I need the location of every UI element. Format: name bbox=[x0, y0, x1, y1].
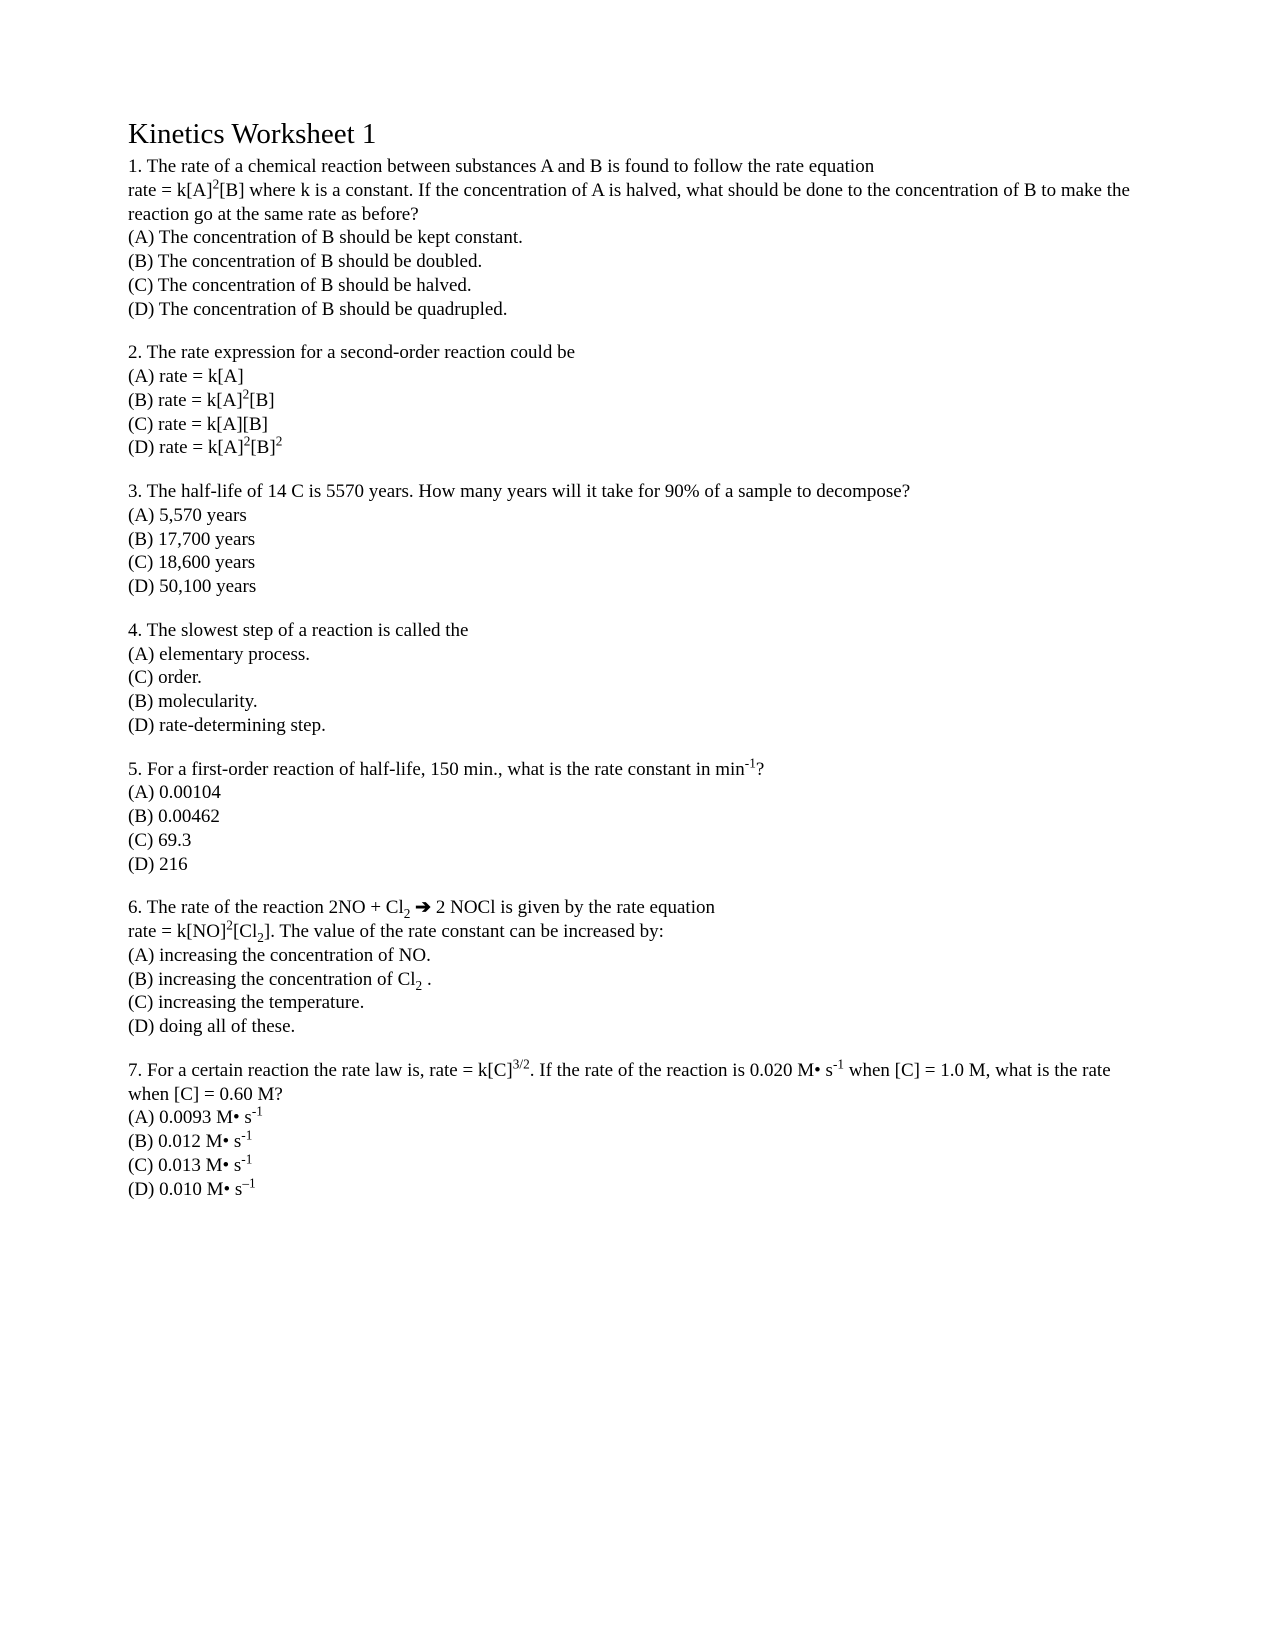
answer-option: (B) 17,700 years bbox=[128, 528, 1147, 552]
answer-option: (D) rate = k[A]2[B]2 bbox=[128, 436, 1147, 460]
answer-option: (C) The concentration of B should be hal… bbox=[128, 274, 1147, 298]
question-block: 5. For a first-order reaction of half-li… bbox=[128, 758, 1147, 877]
answer-option: (D) 50,100 years bbox=[128, 575, 1147, 599]
question-text: 1. The rate of a chemical reaction betwe… bbox=[128, 155, 1147, 226]
question-text: 6. The rate of the reaction 2NO + Cl2 ➔ … bbox=[128, 896, 1147, 944]
answer-option: (B) The concentration of B should be dou… bbox=[128, 250, 1147, 274]
question-text: 7. For a certain reaction the rate law i… bbox=[128, 1059, 1147, 1107]
page-title: Kinetics Worksheet 1 bbox=[128, 118, 1147, 151]
answer-option: (A) rate = k[A] bbox=[128, 365, 1147, 389]
answer-option: (A) increasing the concentration of NO. bbox=[128, 944, 1147, 968]
answer-option: (D) 0.010 M• s–1 bbox=[128, 1178, 1147, 1202]
answer-option: (D) doing all of these. bbox=[128, 1015, 1147, 1039]
answer-option: (A) 0.00104 bbox=[128, 781, 1147, 805]
answer-option: (B) increasing the concentration of Cl2 … bbox=[128, 968, 1147, 992]
answer-option: (B) 0.012 M• s-1 bbox=[128, 1130, 1147, 1154]
answer-option: (B) molecularity. bbox=[128, 690, 1147, 714]
answer-option: (D) rate-determining step. bbox=[128, 714, 1147, 738]
question-block: 1. The rate of a chemical reaction betwe… bbox=[128, 155, 1147, 321]
answer-option: (D) 216 bbox=[128, 853, 1147, 877]
answer-option: (C) 69.3 bbox=[128, 829, 1147, 853]
answer-option: (A) elementary process. bbox=[128, 643, 1147, 667]
answer-option: (C) rate = k[A][B] bbox=[128, 413, 1147, 437]
question-text: 3. The half-life of 14 C is 5570 years. … bbox=[128, 480, 1147, 504]
question-block: 6. The rate of the reaction 2NO + Cl2 ➔ … bbox=[128, 896, 1147, 1039]
question-text: 4. The slowest step of a reaction is cal… bbox=[128, 619, 1147, 643]
question-block: 3. The half-life of 14 C is 5570 years. … bbox=[128, 480, 1147, 599]
answer-option: (A) The concentration of B should be kep… bbox=[128, 226, 1147, 250]
answer-option: (C) 18,600 years bbox=[128, 551, 1147, 575]
question-text: 2. The rate expression for a second-orde… bbox=[128, 341, 1147, 365]
answer-option: (C) 0.013 M• s-1 bbox=[128, 1154, 1147, 1178]
answer-option: (D) The concentration of B should be qua… bbox=[128, 298, 1147, 322]
question-block: 2. The rate expression for a second-orde… bbox=[128, 341, 1147, 460]
answer-option: (C) order. bbox=[128, 666, 1147, 690]
questions-container: 1. The rate of a chemical reaction betwe… bbox=[128, 155, 1147, 1201]
answer-option: (A) 0.0093 M• s-1 bbox=[128, 1106, 1147, 1130]
answer-option: (B) rate = k[A]2[B] bbox=[128, 389, 1147, 413]
answer-option: (B) 0.00462 bbox=[128, 805, 1147, 829]
question-text: 5. For a first-order reaction of half-li… bbox=[128, 758, 1147, 782]
question-block: 4. The slowest step of a reaction is cal… bbox=[128, 619, 1147, 738]
question-block: 7. For a certain reaction the rate law i… bbox=[128, 1059, 1147, 1202]
answer-option: (C) increasing the temperature. bbox=[128, 991, 1147, 1015]
answer-option: (A) 5,570 years bbox=[128, 504, 1147, 528]
